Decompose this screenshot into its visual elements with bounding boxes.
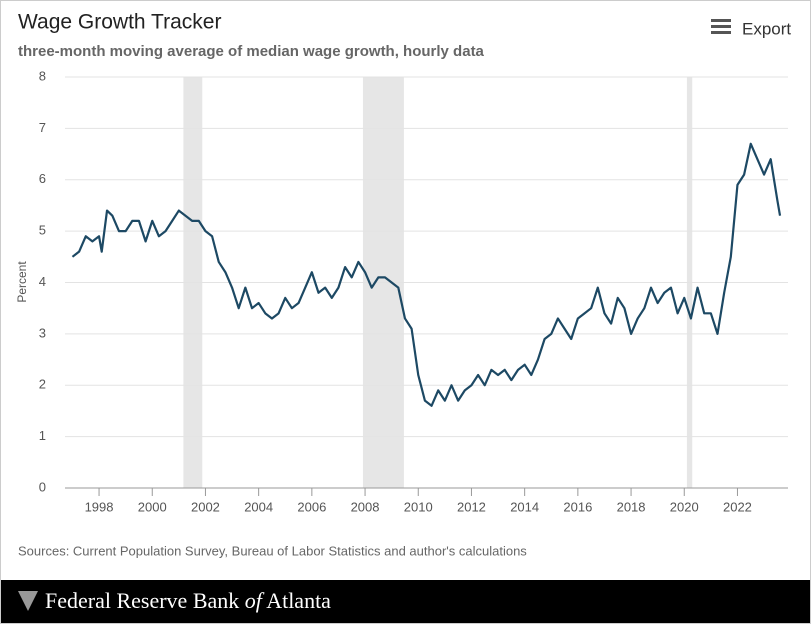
footer-name: of bbox=[245, 588, 265, 613]
y-tick-label: 7 bbox=[39, 120, 46, 135]
x-tick-label: 2006 bbox=[297, 499, 326, 514]
x-tick-label: 2016 bbox=[563, 499, 592, 514]
y-tick-label: 6 bbox=[39, 171, 46, 186]
y-tick-label: 4 bbox=[39, 274, 46, 289]
y-tick-label: 0 bbox=[39, 479, 46, 494]
y-axis-label: Percent bbox=[15, 261, 29, 303]
x-tick-label: 2010 bbox=[404, 499, 433, 514]
menu-icon bbox=[711, 19, 731, 22]
y-tick-label: 2 bbox=[39, 377, 46, 392]
chart-title: Wage Growth Tracker bbox=[18, 11, 221, 34]
x-tick-label: 2022 bbox=[723, 499, 752, 514]
x-tick-label: 2002 bbox=[191, 499, 220, 514]
x-tick-label: 2020 bbox=[670, 499, 699, 514]
y-tick-label: 5 bbox=[39, 223, 46, 238]
footer-bar bbox=[1, 580, 810, 623]
data-line bbox=[71, 142, 782, 407]
y-tick-label: 1 bbox=[39, 428, 46, 443]
x-tick-label: 2008 bbox=[351, 499, 380, 514]
footer-name: Federal Reserve Bank bbox=[45, 588, 239, 613]
export-button[interactable]: Export bbox=[711, 19, 791, 38]
y-tick-label: 3 bbox=[39, 325, 46, 340]
x-tick-label: 1998 bbox=[85, 499, 114, 514]
chart-subtitle: three-month moving average of median wag… bbox=[18, 43, 485, 60]
plot-area: 0 1 2 3 4 5 6 7 8 1998 2000 2002 2004 2006 2008 2010 201… bbox=[39, 68, 788, 514]
x-tick-label: 2014 bbox=[510, 499, 539, 514]
x-tick-label: 2018 bbox=[617, 499, 646, 514]
source-note: Sources: Current Population Survey, Bure… bbox=[18, 543, 527, 558]
x-tick-label: 2004 bbox=[244, 499, 273, 514]
x-tick-label: 2012 bbox=[457, 499, 486, 514]
menu-icon bbox=[711, 31, 731, 34]
export-label[interactable]: Export bbox=[742, 19, 791, 38]
footer-name: Atlanta bbox=[266, 588, 331, 613]
footer-logo: Federal Reserve Bank of Atlanta bbox=[45, 588, 331, 613]
x-tick-label: 2000 bbox=[138, 499, 167, 514]
logo-icon bbox=[18, 591, 38, 611]
y-tick-label: 8 bbox=[39, 68, 46, 83]
menu-icon bbox=[711, 25, 731, 28]
